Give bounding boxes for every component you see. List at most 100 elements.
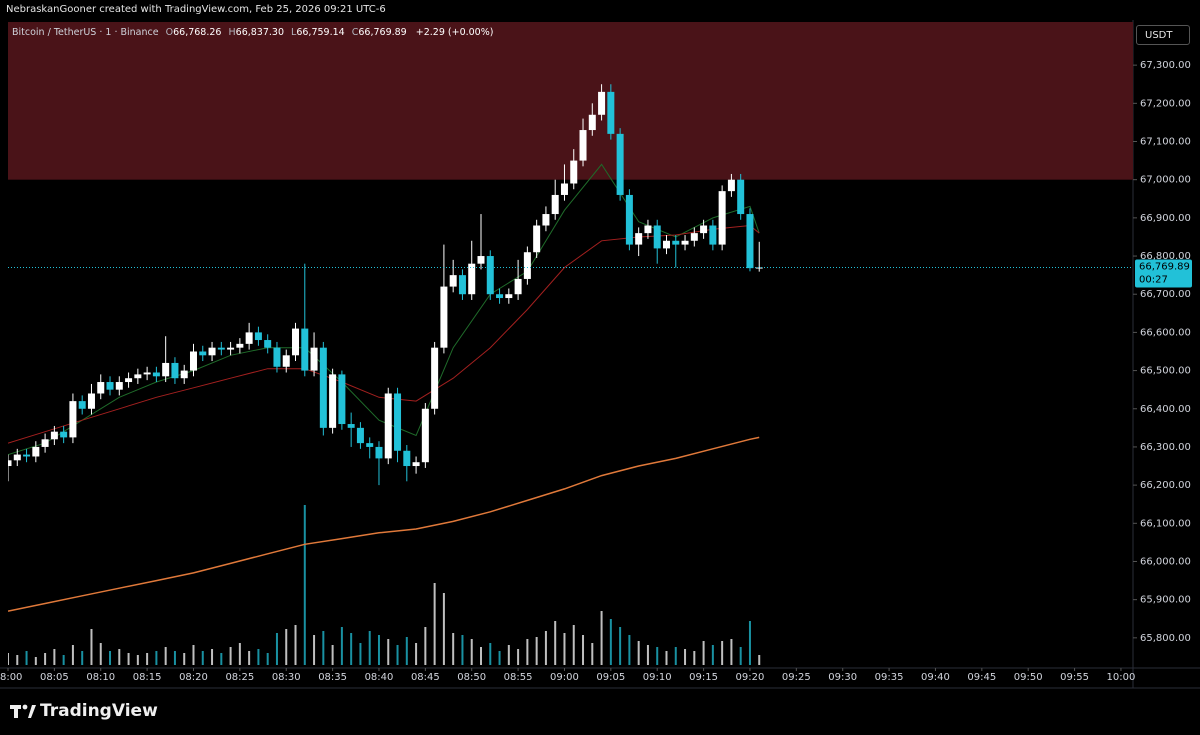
- volume-bar: [563, 633, 566, 665]
- currency-button[interactable]: USDT: [1136, 25, 1190, 45]
- ohlc-value: 66,768.26: [173, 27, 222, 38]
- x-tick-label: 08:00: [0, 672, 22, 683]
- y-tick-label: 67,200.00: [1140, 98, 1191, 109]
- y-tick-label: 67,300.00: [1140, 60, 1191, 71]
- last-price-box: [1135, 259, 1192, 288]
- candle-body: [13, 454, 21, 461]
- candle-body: [356, 427, 364, 444]
- volume-bar: [359, 643, 362, 665]
- candle-body: [143, 372, 151, 375]
- volume-bar: [81, 651, 84, 665]
- candle-body: [282, 355, 290, 367]
- volume-bar: [415, 643, 418, 665]
- candle-body: [87, 393, 95, 409]
- candle-body: [616, 133, 624, 195]
- candle-body: [468, 263, 476, 295]
- y-tick-label: 66,900.00: [1140, 213, 1191, 224]
- volume-bar: [674, 647, 677, 665]
- candle-body: [635, 233, 643, 245]
- volume-bar: [424, 627, 427, 665]
- x-tick-label: 08:35: [318, 672, 347, 683]
- logo-icon: [10, 704, 36, 718]
- volume-bar: [748, 621, 751, 665]
- candle-body: [180, 370, 188, 379]
- volume-bar: [461, 635, 464, 665]
- volume-bar: [118, 649, 121, 665]
- candle-body: [533, 225, 541, 253]
- x-tick-label: 08:25: [225, 672, 254, 683]
- candle-body: [477, 256, 485, 264]
- candle-body: [727, 179, 735, 192]
- candle-body: [431, 347, 439, 409]
- volume-bar: [34, 657, 37, 665]
- candle-body: [579, 130, 587, 161]
- volume-bar: [62, 655, 65, 665]
- x-tick-label: 09:05: [596, 672, 625, 683]
- volume-bar: [109, 651, 112, 665]
- brand: TradingView: [40, 701, 158, 721]
- volume-bar: [470, 639, 473, 665]
- volume-bar: [396, 645, 399, 665]
- candle-body: [162, 362, 170, 377]
- volume-bar: [637, 641, 640, 665]
- candle-body: [700, 225, 708, 234]
- volume-bar: [452, 633, 455, 665]
- x-tick-label: 10:00: [1107, 672, 1136, 683]
- volume-bar: [155, 651, 158, 665]
- candle-body: [681, 240, 689, 245]
- candle-body: [598, 91, 606, 115]
- candle-body: [347, 424, 355, 428]
- candle-body: [78, 401, 86, 409]
- volume-bar: [739, 647, 742, 665]
- volume-bar: [201, 651, 204, 665]
- volume-bar: [646, 645, 649, 665]
- candle-body: [189, 351, 197, 371]
- candle-body: [653, 225, 661, 249]
- candle-body: [737, 179, 745, 215]
- y-tick-label: 66,600.00: [1140, 327, 1191, 338]
- volume-bar: [711, 645, 714, 665]
- volume-bar: [600, 611, 603, 665]
- ohlc-key: C: [351, 27, 359, 38]
- ohlc-value: 66,769.89: [358, 27, 407, 38]
- volume-bar: [582, 635, 585, 665]
- volume-bar: [693, 651, 696, 665]
- y-tick-label: 66,400.00: [1140, 404, 1191, 415]
- candle-body: [496, 294, 504, 299]
- volume-bar: [517, 649, 520, 665]
- volume-bar: [507, 645, 510, 665]
- candle-body: [709, 225, 717, 245]
- candle-body: [523, 252, 531, 279]
- volume-bar: [127, 653, 130, 665]
- volume-bar: [44, 653, 47, 665]
- candle-body: [375, 446, 383, 459]
- candle-body: [115, 382, 123, 390]
- y-tick-label: 67,000.00: [1140, 175, 1191, 186]
- x-tick-label: 08:10: [86, 672, 115, 683]
- volume-bar: [331, 645, 334, 665]
- candle-body: [338, 374, 346, 425]
- candle-body: [755, 267, 763, 269]
- candle-body: [421, 408, 429, 463]
- x-tick-label: 08:40: [365, 672, 394, 683]
- candle-body: [551, 194, 559, 215]
- volume-bar: [619, 627, 622, 665]
- x-tick-label: 09:15: [689, 672, 718, 683]
- ohlc-value: 66,837.30: [235, 27, 285, 38]
- ohlc-key: H: [228, 27, 236, 38]
- volume-bar: [16, 655, 19, 665]
- candle-body: [560, 183, 568, 195]
- volume-bar: [136, 655, 139, 665]
- volume-bar: [238, 643, 241, 665]
- candle-body: [366, 443, 374, 447]
- candle-body: [403, 450, 411, 467]
- ohlc-key: O: [165, 27, 174, 38]
- x-tick-label: 09:45: [967, 672, 996, 683]
- x-tick-label: 09:00: [550, 672, 579, 683]
- volume-bar: [442, 593, 445, 665]
- volume-bar: [248, 651, 251, 665]
- volume-bar: [656, 647, 659, 665]
- candle-body: [746, 214, 754, 269]
- volume-bar: [173, 651, 176, 665]
- candle-body: [662, 240, 670, 249]
